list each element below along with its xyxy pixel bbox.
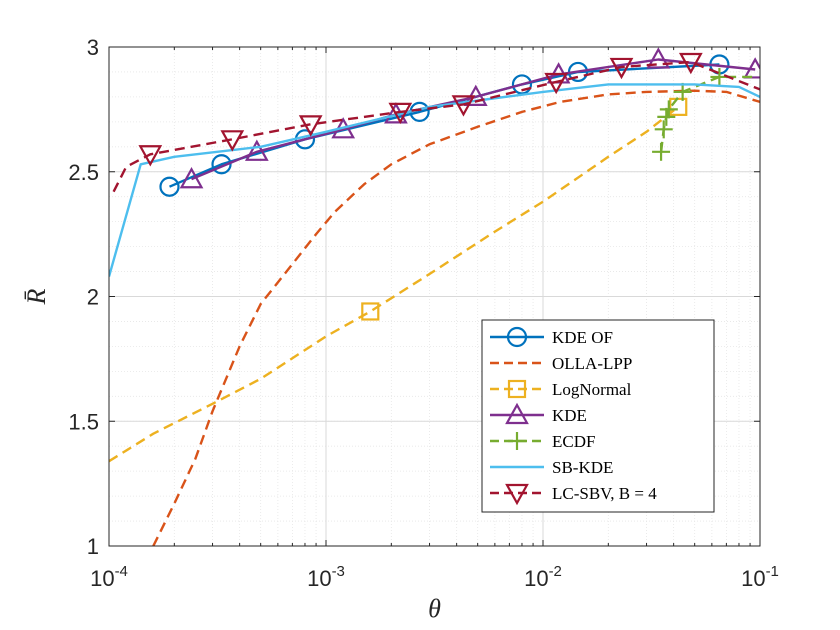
legend-item: KDE OF [490,326,613,348]
x-tick-label: 10-3 [307,563,345,591]
legend-item: SB-KDE [490,458,613,477]
legend: KDE OF OLLA-LPP LogNormal KDE ECDF SB-KDE LC-S… [481,319,715,513]
series-sb-kde [109,83,760,277]
legend-item: ECDF [490,432,595,451]
data-point [211,154,232,175]
y-tick-label: 3 [87,35,99,60]
data-point [388,102,413,125]
x-tick-label: 10-1 [741,563,779,591]
data-point [657,107,676,126]
legend-label: KDE [552,406,587,425]
series-layer [109,47,760,546]
data-point [652,142,671,161]
legend-item: LC-SBV, B = 4 [490,483,657,506]
legend-item: KDE [490,402,587,425]
legend-label: LC-SBV, B = 4 [552,484,657,503]
y-tick-label: 2.5 [68,160,99,185]
y-tick-label: 1.5 [68,409,99,434]
y-axis-label: R̄ [22,288,51,305]
legend-item: LogNormal [490,379,632,399]
series-olla-lpp [152,89,760,546]
legend-marker [505,483,529,506]
legend-label: LogNormal [552,380,632,399]
legend-label: SB-KDE [552,458,613,477]
series-lc-sbv-b-4 [112,52,760,193]
y-tick-label: 1 [87,534,99,559]
data-point [451,95,476,117]
series-line [109,83,760,277]
y-tick-label: 2 [87,285,99,310]
series-line [152,89,760,546]
legend-marker [505,402,529,425]
data-point [673,82,692,101]
legend-label: OLLA-LPP [552,354,632,373]
legend-label: KDE OF [552,328,613,347]
data-point [511,74,533,95]
x-tick-label: 10-2 [524,563,562,591]
ticks-layer: 1 1.5 2 2.5 3 10-4 10-3 10-2 10-1 [68,35,779,591]
data-point [659,100,678,119]
data-point [179,166,204,189]
series-ecdf [652,67,756,161]
data-point [220,130,245,152]
data-point [743,57,760,79]
legend-label: ECDF [552,432,595,451]
legend-marker [508,432,526,450]
data-point [244,139,269,161]
x-axis-label: θ [428,594,441,623]
data-point [678,52,703,75]
legend-marker [507,379,527,399]
data-point [298,115,323,137]
data-point [654,120,673,139]
series-line [112,60,760,193]
data-point [646,47,671,69]
x-tick-label: 10-4 [90,563,128,591]
legend-item: OLLA-LPP [490,354,632,373]
data-point [159,176,180,197]
data-point [361,302,380,321]
data-point [544,72,569,95]
data-point [609,57,634,80]
legend-marker [506,326,528,348]
legend-box [481,319,715,513]
series-line [109,105,679,463]
data-point [138,145,163,167]
